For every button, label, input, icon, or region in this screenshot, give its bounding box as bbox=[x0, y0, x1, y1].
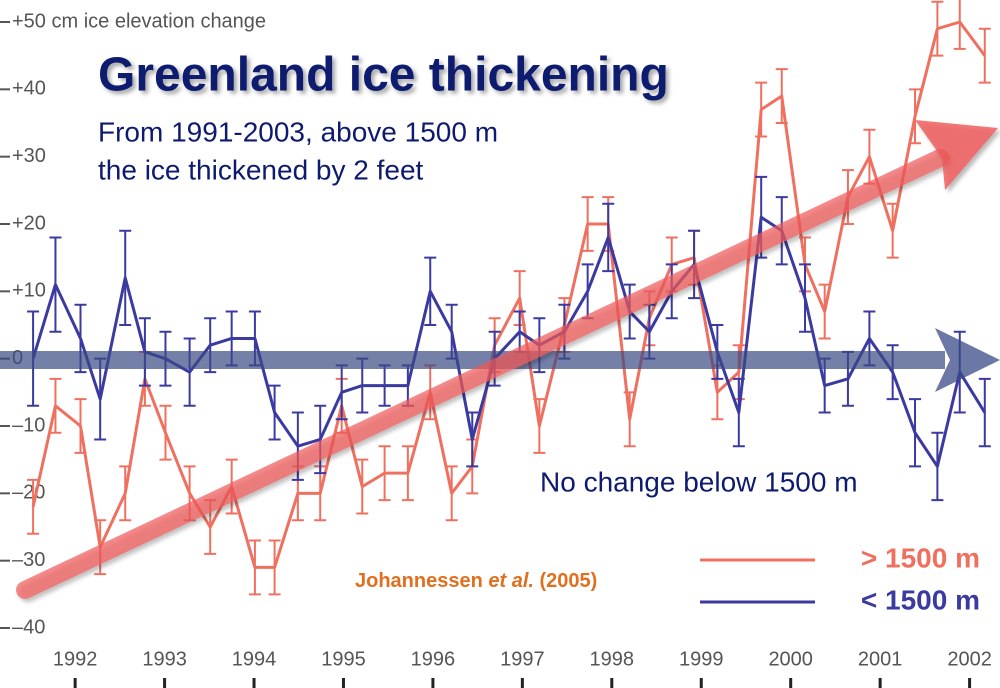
x-tick-label: 1998 bbox=[590, 648, 635, 670]
y-tick-label: –30 bbox=[12, 549, 45, 571]
flat-arrow-head bbox=[935, 328, 1000, 392]
trend-arrows bbox=[0, 120, 1000, 599]
subtitle: the ice thickened by 2 feet bbox=[98, 154, 424, 185]
rising-arrow bbox=[16, 149, 949, 599]
rising-arrow-head bbox=[915, 120, 998, 190]
y-tick-label: –20 bbox=[12, 482, 45, 504]
citation-year: (2005) bbox=[534, 570, 597, 592]
x-tick-label: 1993 bbox=[142, 648, 187, 670]
chart-title: Greenland ice thickening bbox=[98, 49, 669, 102]
x-tick-label: 2000 bbox=[768, 648, 813, 670]
x-tick-label: 1996 bbox=[411, 648, 456, 670]
series-line bbox=[31, 215, 987, 468]
x-tick-label: 1992 bbox=[53, 648, 98, 670]
subtitle: From 1991-2003, above 1500 m bbox=[98, 116, 498, 147]
legend-label: < 1500 m bbox=[861, 584, 980, 615]
x-tick-label: 2002 bbox=[947, 648, 992, 670]
x-tick-label: 1999 bbox=[679, 648, 724, 670]
y-tick-label: +10 bbox=[12, 280, 46, 302]
y-tick-label: +50 cm ice elevation change bbox=[12, 10, 266, 32]
citation: Johannessen et al. (2005) bbox=[355, 570, 597, 592]
y-tick-label: –10 bbox=[12, 414, 45, 436]
citation-author: Johannessen bbox=[355, 570, 488, 592]
y-tick-label: +30 bbox=[12, 145, 46, 167]
error-bar bbox=[27, 478, 40, 535]
x-tick-label: 2001 bbox=[858, 648, 903, 670]
axes: +50 cm ice elevation change+40+30+20+100… bbox=[0, 10, 992, 688]
legend: > 1500 m < 1500 m bbox=[700, 542, 980, 615]
annotation: No change below 1500 m bbox=[540, 466, 858, 497]
x-tick-label: 1995 bbox=[321, 648, 366, 670]
y-tick-label: +20 bbox=[12, 212, 46, 234]
x-tick-label: 1997 bbox=[500, 648, 545, 670]
y-tick-label: +40 bbox=[12, 78, 46, 100]
error-bar bbox=[978, 377, 991, 448]
legend-label: > 1500 m bbox=[861, 542, 980, 573]
y-tick-label: –40 bbox=[12, 616, 45, 638]
citation-etal: et al. bbox=[488, 570, 534, 592]
series-line bbox=[31, 20, 986, 569]
x-tick-label: 1994 bbox=[232, 648, 277, 670]
